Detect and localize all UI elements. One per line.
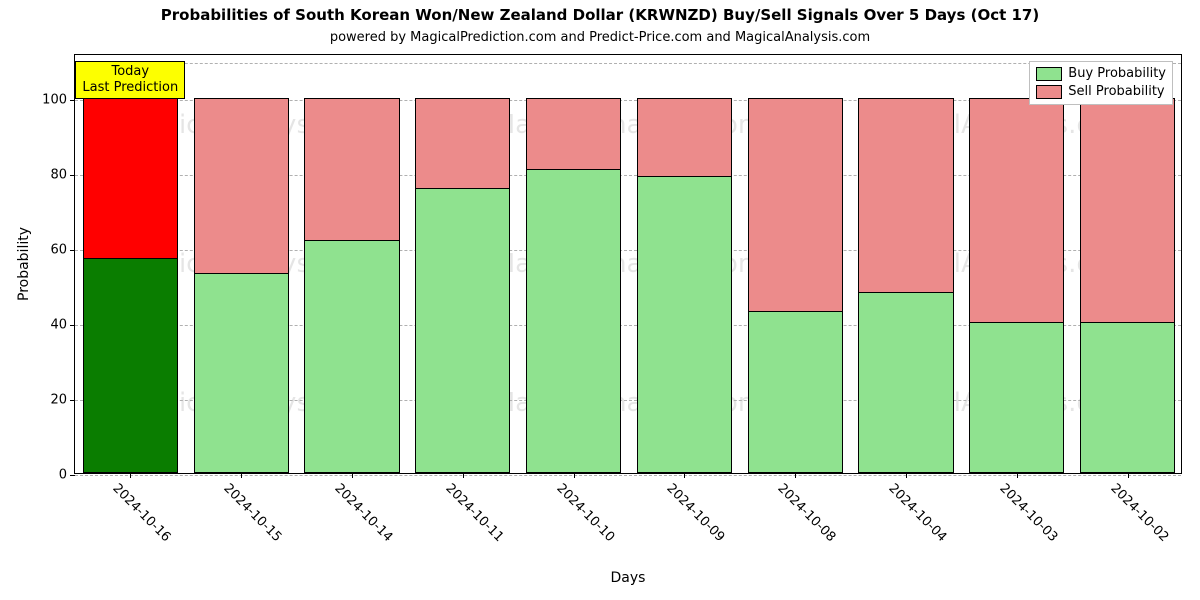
sell-segment (1081, 99, 1174, 323)
ytick-mark (70, 400, 75, 401)
xtick-mark (1128, 473, 1129, 478)
grid-line (75, 63, 1181, 64)
plot-area: MagicalAnalysis.comMagicalAnalysis.comMa… (74, 54, 1182, 474)
xtick-label: 2024-10-10 (553, 481, 617, 545)
buy-segment (638, 177, 731, 472)
xtick-label: 2024-10-11 (442, 481, 506, 545)
xtick-mark (463, 473, 464, 478)
stacked-bar (415, 98, 510, 473)
ytick-mark (70, 475, 75, 476)
ytick-label: 60 (50, 243, 67, 258)
sell-segment (970, 99, 1063, 323)
buy-segment (970, 323, 1063, 472)
xtick-mark (1017, 473, 1018, 478)
stacked-bar (969, 98, 1064, 473)
sell-segment (859, 99, 952, 293)
xtick-label: 2024-10-04 (885, 481, 949, 545)
stacked-bar (83, 98, 178, 473)
chart-subtitle: powered by MagicalPrediction.com and Pre… (0, 30, 1200, 45)
legend-label: Buy Probability (1068, 65, 1166, 83)
ytick-mark (70, 250, 75, 251)
ytick-label: 80 (50, 168, 67, 183)
xtick-label: 2024-10-08 (775, 481, 839, 545)
ytick-label: 100 (42, 93, 67, 108)
chart-title: Probabilities of South Korean Won/New Ze… (0, 6, 1200, 24)
xtick-mark (130, 473, 131, 478)
legend-label: Sell Probability (1068, 83, 1164, 101)
buy-segment (527, 170, 620, 472)
buy-segment (859, 293, 952, 472)
sell-segment (84, 99, 177, 259)
buy-segment (84, 259, 177, 472)
buy-segment (749, 312, 842, 472)
stacked-bar (637, 98, 732, 473)
xtick-mark (574, 473, 575, 478)
xtick-label: 2024-10-09 (664, 481, 728, 545)
sell-segment (305, 99, 398, 241)
xtick-mark (241, 473, 242, 478)
xtick-mark (906, 473, 907, 478)
sell-segment (416, 99, 509, 189)
ytick-label: 0 (59, 468, 67, 483)
figure: Probabilities of South Korean Won/New Ze… (0, 0, 1200, 600)
ytick-label: 20 (50, 393, 67, 408)
xtick-label: 2024-10-14 (331, 481, 395, 545)
buy-segment (195, 274, 288, 472)
sell-segment (749, 99, 842, 312)
legend-item: Sell Probability (1036, 83, 1166, 101)
legend-item: Buy Probability (1036, 65, 1166, 83)
legend: Buy ProbabilitySell Probability (1029, 61, 1173, 105)
xtick-label: 2024-10-16 (110, 481, 174, 545)
ytick-label: 40 (50, 318, 67, 333)
buy-segment (1081, 323, 1174, 472)
stacked-bar (748, 98, 843, 473)
xtick-mark (352, 473, 353, 478)
legend-swatch (1036, 85, 1062, 99)
sell-segment (195, 99, 288, 274)
y-axis-label: Probability (16, 227, 32, 301)
stacked-bar (858, 98, 953, 473)
xtick-label: 2024-10-15 (221, 481, 285, 545)
annotation-line1: Today (82, 64, 178, 80)
buy-segment (416, 189, 509, 472)
xtick-label: 2024-10-02 (1107, 481, 1171, 545)
ytick-mark (70, 175, 75, 176)
x-axis-label: Days (611, 570, 646, 586)
buy-segment (305, 241, 398, 472)
xtick-mark (795, 473, 796, 478)
stacked-bar (1080, 98, 1175, 473)
sell-segment (638, 99, 731, 177)
today-annotation: TodayLast Prediction (75, 61, 185, 100)
sell-segment (527, 99, 620, 170)
stacked-bar (526, 98, 621, 473)
stacked-bar (304, 98, 399, 473)
ytick-mark (70, 325, 75, 326)
legend-swatch (1036, 67, 1062, 81)
ytick-mark (70, 100, 75, 101)
xtick-label: 2024-10-03 (996, 481, 1060, 545)
annotation-line2: Last Prediction (82, 80, 178, 96)
xtick-mark (684, 473, 685, 478)
stacked-bar (194, 98, 289, 473)
